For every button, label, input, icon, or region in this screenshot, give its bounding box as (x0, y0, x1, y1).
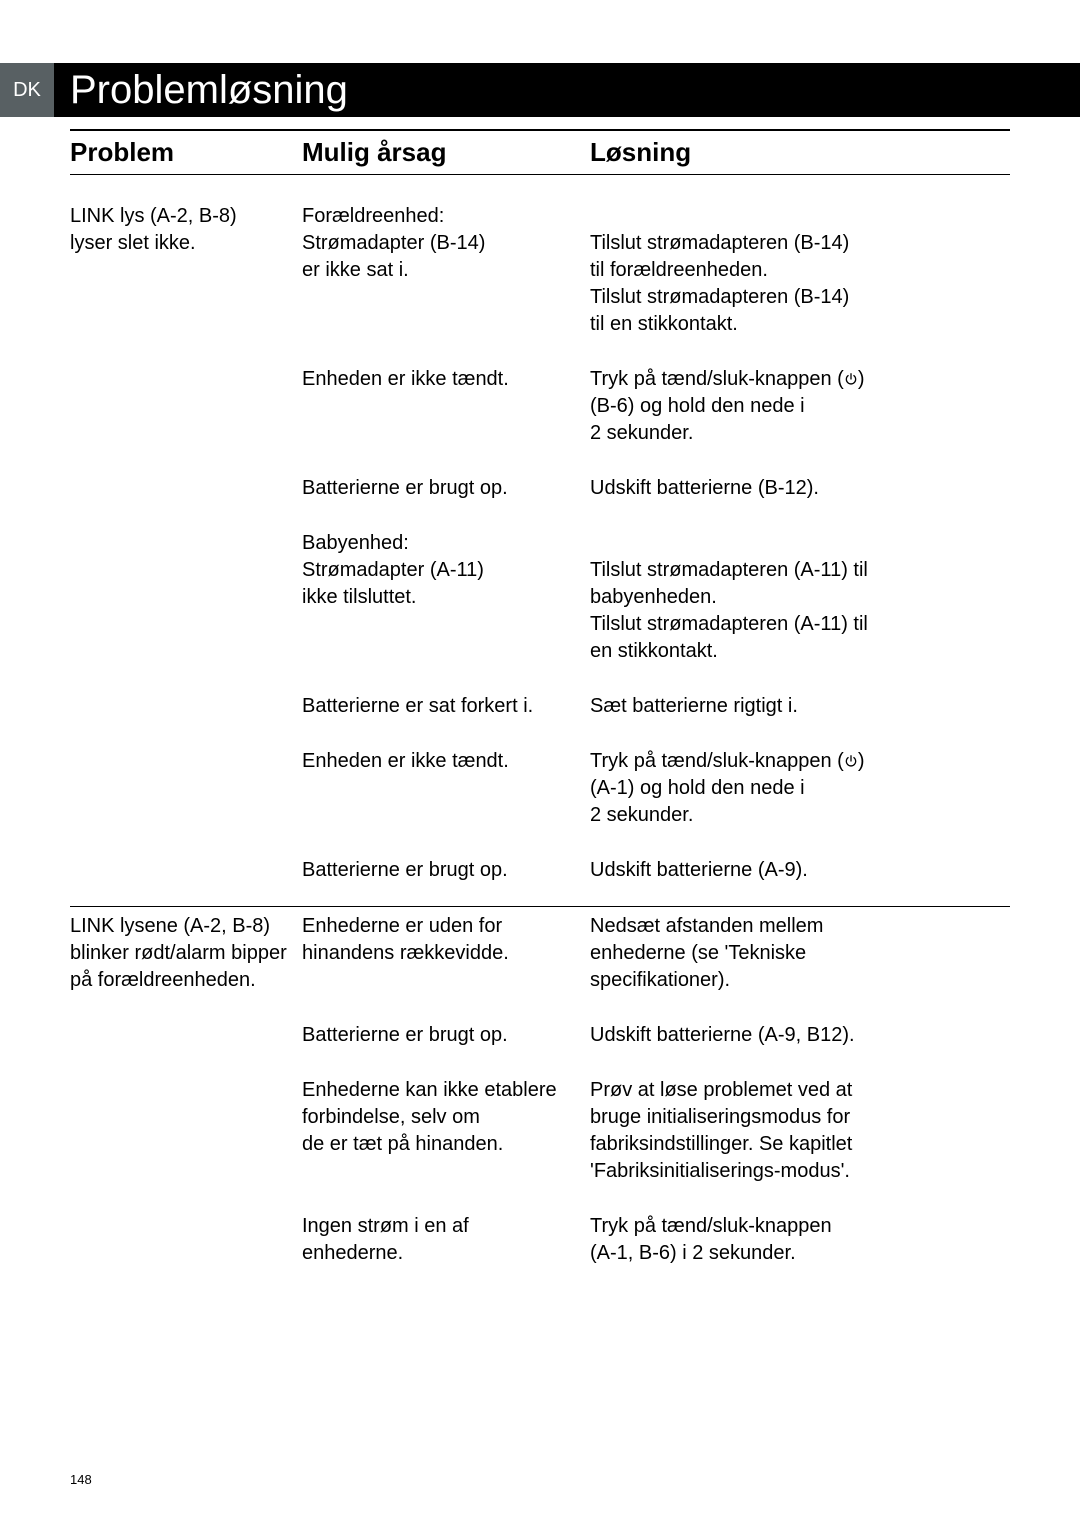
page-number: 148 (70, 1472, 92, 1487)
cell-c1 (70, 1071, 302, 1191)
cell-c2: Batterierne er brugt op. (302, 851, 590, 890)
cell-c1 (70, 1207, 302, 1273)
cell-c1 (70, 742, 302, 835)
troubleshooting-table: Problem Mulig årsag Løsning LINK lys (A-… (70, 129, 1010, 1273)
cell-c1 (70, 851, 302, 890)
cell-c2: Forældreenhed: Strømadapter (B-14) er ik… (302, 175, 590, 345)
cell-c3: Prøv at løse problemet ved at bruge init… (590, 1071, 1010, 1191)
cell-c2: Babyenhed: Strømadapter (A-11) ikke tils… (302, 524, 590, 671)
page-title: Problemløsning (70, 68, 348, 113)
spacer-row (70, 1000, 1010, 1016)
table-header-row: Problem Mulig årsag Løsning (70, 130, 1010, 175)
table-row: Batterierne er sat forkert i.Sæt batteri… (70, 687, 1010, 726)
table-row: Batterierne er brugt op.Udskift batterie… (70, 851, 1010, 890)
spacer-row (70, 1191, 1010, 1207)
cell-c2: Batterierne er brugt op. (302, 469, 590, 508)
cell-c2: Batterierne er sat forkert i. (302, 687, 590, 726)
table-row: Ingen strøm i en af enhederne.Tryk på tæ… (70, 1207, 1010, 1273)
language-code-box: DK (0, 63, 54, 117)
spacer-row (70, 508, 1010, 524)
table-row: Babyenhed: Strømadapter (A-11) ikke tils… (70, 524, 1010, 671)
col-header-solution: Løsning (590, 130, 1010, 175)
spacer-row (70, 1055, 1010, 1071)
cell-c1 (70, 469, 302, 508)
cell-c2: Enhederne kan ikke etablere forbindelse,… (302, 1071, 590, 1191)
cell-c3: Tilslut strømadapteren (A-11) til babyen… (590, 524, 1010, 671)
cell-c2: Batterierne er brugt op. (302, 1016, 590, 1055)
table-row: Batterierne er brugt op.Udskift batterie… (70, 1016, 1010, 1055)
spacer-row (70, 835, 1010, 851)
table-row: Enheden er ikke tændt.Tryk på tænd/sluk-… (70, 742, 1010, 835)
cell-c3: Udskift batterierne (B-12). (590, 469, 1010, 508)
spacer-row (70, 671, 1010, 687)
cell-c3: Udskift batterierne (A-9, B12). (590, 1016, 1010, 1055)
cell-c3: Tryk på tænd/sluk-knappen () (B-6) og ho… (590, 360, 1010, 453)
cell-c1 (70, 687, 302, 726)
cell-c2: Enheden er ikke tændt. (302, 360, 590, 453)
cell-c2: Ingen strøm i en af enhederne. (302, 1207, 590, 1273)
table-row: LINK lysene (A-2, B-8) blinker rødt/alar… (70, 906, 1010, 1000)
cell-c1 (70, 360, 302, 453)
cell-c1: LINK lys (A-2, B-8) lyser slet ikke. (70, 175, 302, 345)
cell-c3: Tryk på tænd/sluk-knappen (A-1, B-6) i 2… (590, 1207, 1010, 1273)
col-header-problem: Problem (70, 130, 302, 175)
table-row: Enheden er ikke tændt.Tryk på tænd/sluk-… (70, 360, 1010, 453)
cell-c1 (70, 524, 302, 671)
table-row: Enhederne kan ikke etablere forbindelse,… (70, 1071, 1010, 1191)
cell-c3: Udskift batterierne (A-9). (590, 851, 1010, 890)
cell-c2: Enheden er ikke tændt. (302, 742, 590, 835)
cell-c2: Enhederne er uden for hinandens rækkevid… (302, 906, 590, 1000)
spacer-row (70, 890, 1010, 906)
cell-c3: Tryk på tænd/sluk-knappen () (A-1) og ho… (590, 742, 1010, 835)
spacer-row (70, 344, 1010, 360)
table-row: Batterierne er brugt op.Udskift batterie… (70, 469, 1010, 508)
spacer-row (70, 726, 1010, 742)
cell-c3: Sæt batterierne rigtigt i. (590, 687, 1010, 726)
table-row: LINK lys (A-2, B-8) lyser slet ikke.Foræ… (70, 175, 1010, 345)
cell-c1: LINK lysene (A-2, B-8) blinker rødt/alar… (70, 906, 302, 1000)
cell-c3: Nedsæt afstanden mellem enhederne (se 'T… (590, 906, 1010, 1000)
cell-c1 (70, 1016, 302, 1055)
language-code: DK (13, 79, 41, 102)
col-header-cause: Mulig årsag (302, 130, 590, 175)
cell-c3: Tilslut strømadapteren (B-14) til foræld… (590, 175, 1010, 345)
title-bar: DK Problemløsning (0, 63, 1080, 117)
spacer-row (70, 453, 1010, 469)
title-box: Problemløsning (54, 63, 1080, 117)
